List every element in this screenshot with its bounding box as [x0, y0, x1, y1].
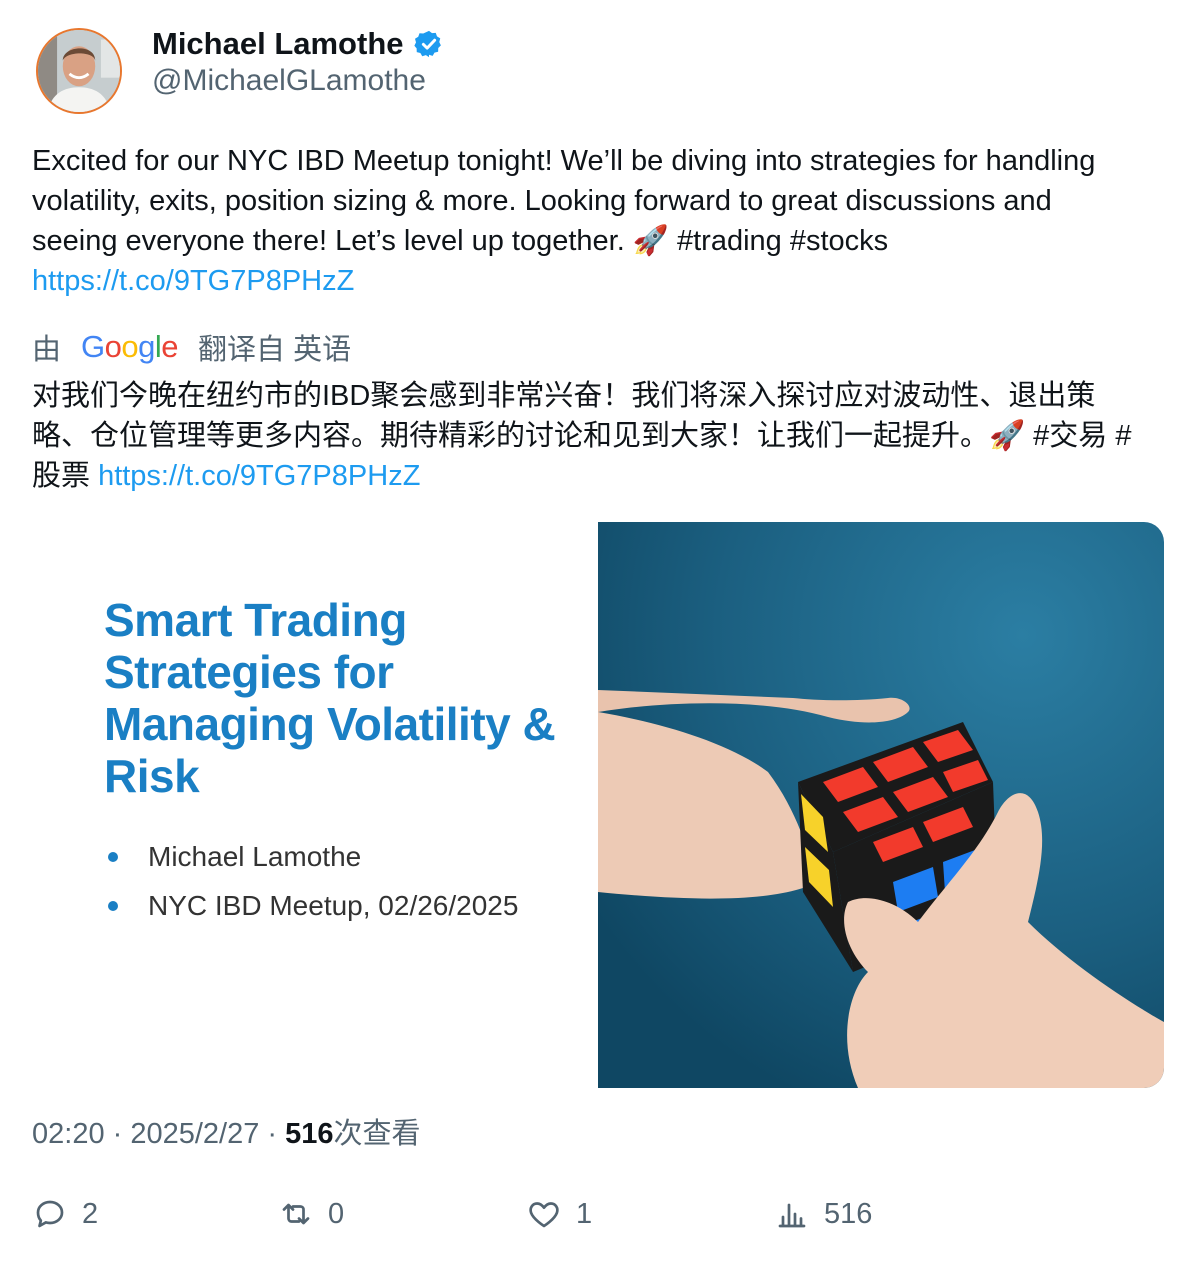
tweet-link[interactable]: https://t.co/9TG7P8PHzZ [32, 265, 354, 297]
slide-bullet: NYC IBD Meetup, 02/26/2025 [104, 889, 564, 922]
translated-from-label: 翻译自 英语 [198, 326, 351, 368]
bullet-dot-icon [108, 901, 118, 911]
translated-link[interactable]: https://t.co/9TG7P8PHzZ [98, 460, 420, 492]
translated-by-label: 由 [32, 326, 61, 368]
views-count: 516 [285, 1118, 333, 1150]
verified-badge-icon[interactable] [414, 29, 444, 59]
slide-bullet-text: NYC IBD Meetup, 02/26/2025 [148, 889, 518, 922]
tweet-text: Excited for our NYC IBD Meetup tonight! … [32, 141, 1142, 301]
author-name[interactable]: Michael Lamothe [152, 26, 404, 62]
translation-attribution: 由 Google 翻译自 英语 [32, 326, 351, 368]
views-label: 次查看 [334, 1118, 421, 1150]
heart-icon [526, 1196, 562, 1232]
slide-title: Smart Trading Strategies for Managing Vo… [104, 594, 584, 802]
tweet-meta: 02:20 · 2025/2/27 · 516次查看 [32, 1110, 421, 1152]
views-button[interactable]: 516 [774, 1196, 872, 1232]
google-logo-icon: Google [81, 329, 178, 365]
rubiks-cube-hands-icon [598, 522, 1164, 1088]
tweet-actions: 2 0 1 516 [32, 1196, 1162, 1240]
media-slide-image[interactable]: Smart Trading Strategies for Managing Vo… [32, 522, 598, 1088]
translated-text: 对我们今晚在纽约市的IBD聚会感到非常兴奋！我们将深入探讨应对波动性、退出策略、… [32, 376, 1152, 496]
reply-count: 2 [82, 1198, 98, 1231]
tweet-media[interactable]: Smart Trading Strategies for Managing Vo… [32, 522, 1164, 1088]
views-action-count: 516 [824, 1198, 872, 1231]
slide-bullet-text: Michael Lamothe [148, 840, 361, 873]
tweet-header: Michael Lamothe @MichaelGLamothe [36, 26, 1156, 118]
bullet-dot-icon [108, 852, 118, 862]
retweet-count: 0 [328, 1198, 344, 1231]
retweet-button[interactable]: 0 [278, 1196, 344, 1232]
author-handle[interactable]: @MichaelGLamothe [152, 64, 426, 98]
avatar-photo [38, 30, 120, 112]
like-button[interactable]: 1 [526, 1196, 592, 1232]
meta-separator: · [105, 1118, 131, 1150]
tweet-body: Excited for our NYC IBD Meetup tonight! … [32, 145, 1103, 257]
tweet-time[interactable]: 02:20 [32, 1118, 105, 1150]
reply-icon [32, 1196, 68, 1232]
like-count: 1 [576, 1198, 592, 1231]
analytics-icon [774, 1196, 810, 1232]
reply-button[interactable]: 2 [32, 1196, 98, 1232]
avatar[interactable] [36, 28, 122, 114]
slide-bullets: Michael Lamothe NYC IBD Meetup, 02/26/20… [104, 840, 564, 938]
tweet-date[interactable]: 2025/2/27 [130, 1118, 259, 1150]
retweet-icon [278, 1196, 314, 1232]
meta-separator: · [259, 1118, 285, 1150]
media-photo-image[interactable] [598, 522, 1164, 1088]
slide-bullet: Michael Lamothe [104, 840, 564, 873]
